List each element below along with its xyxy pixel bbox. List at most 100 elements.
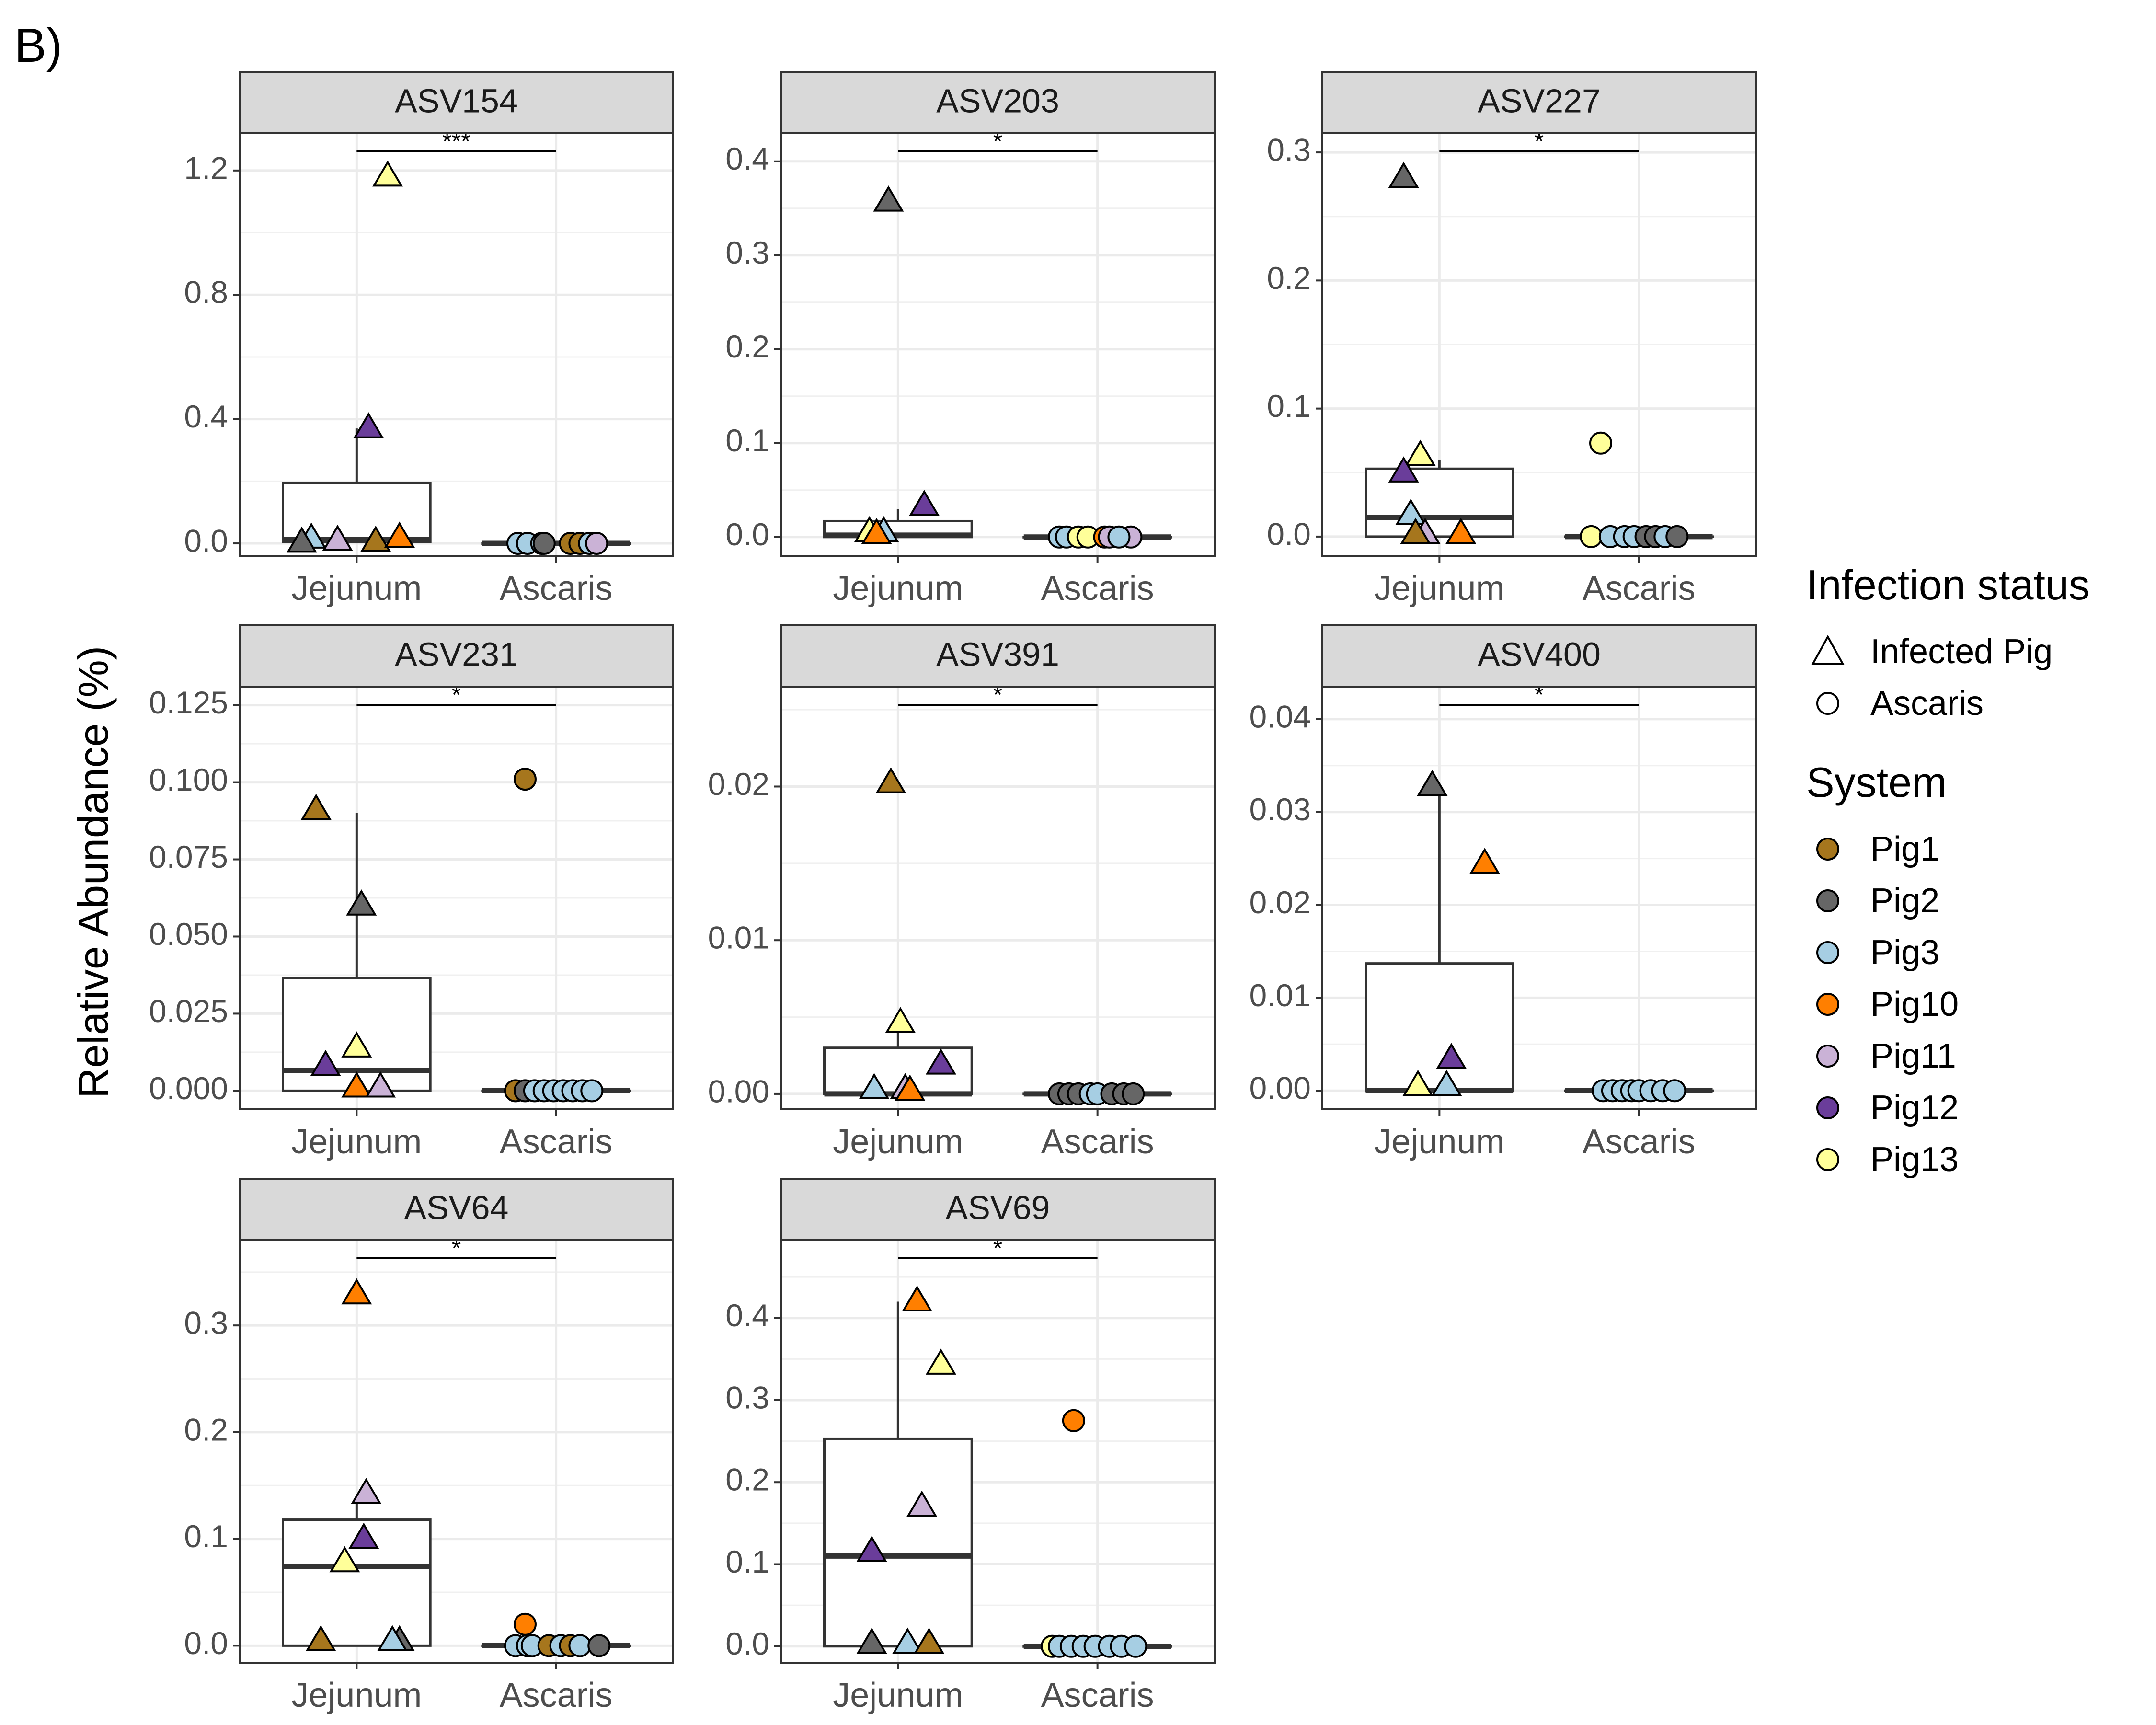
y-tick-label: 0.3 xyxy=(725,1380,769,1415)
y-tick-label: 0.00 xyxy=(1250,1070,1311,1106)
y-tick-label: 0.3 xyxy=(725,235,769,270)
data-point-triangle xyxy=(909,490,940,516)
data-point-triangle xyxy=(906,1490,938,1517)
significance-label: * xyxy=(452,681,461,708)
data-point-triangle xyxy=(902,1285,933,1312)
data-point-triangle xyxy=(310,1049,341,1076)
significance-label: * xyxy=(1535,681,1544,708)
x-tick-label: Ascaris xyxy=(1041,1676,1154,1714)
data-point-triangle xyxy=(348,1522,379,1549)
data-point-triangle xyxy=(1469,848,1500,874)
facet-panel: 0.0 0.1 0.2 0.3 0.4 * ASV203 Jejunum Ascaris xyxy=(725,71,1216,608)
x-tick-label: Jejunum xyxy=(1374,1123,1504,1161)
data-point-triangle xyxy=(322,524,353,551)
data-point-triangle xyxy=(859,1073,890,1099)
facet-strip xyxy=(239,71,674,134)
data-point-triangle xyxy=(895,1074,926,1101)
data-point-triangle xyxy=(286,526,317,553)
data-point-triangle xyxy=(1400,518,1431,544)
plot-background xyxy=(781,687,1215,1109)
y-tick-label: 0.02 xyxy=(1250,885,1311,920)
legend-item-pig2: Pig2 xyxy=(1806,875,2142,927)
legend-item-pig12: Pig12 xyxy=(1806,1082,2142,1134)
swatch-circle-icon xyxy=(1816,993,1839,1016)
facet-title: ASV69 xyxy=(946,1189,1050,1226)
data-point-triangle xyxy=(925,1048,956,1075)
y-tick-label: 0.1 xyxy=(725,1544,769,1579)
data-point-triangle xyxy=(1436,1043,1467,1069)
y-tick-label: 0.0 xyxy=(725,1626,769,1661)
significance-label: * xyxy=(452,1235,461,1262)
data-point-circle xyxy=(1663,1079,1686,1103)
legend-item-pig11: Pig11 xyxy=(1806,1030,2142,1082)
y-tick-label: 0.2 xyxy=(184,1412,228,1447)
data-point-triangle xyxy=(341,1071,372,1098)
legend-label: Pig3 xyxy=(1870,933,1940,972)
y-tick-label: 0.100 xyxy=(149,762,228,797)
y-tick-label: 0.0 xyxy=(184,523,228,558)
plot-background xyxy=(781,133,1215,556)
legend-label: Pig1 xyxy=(1870,830,1940,868)
data-point-triangle xyxy=(341,1278,372,1305)
x-tick-label: Ascaris xyxy=(1041,1123,1154,1161)
facet-panel: 0.0 0.1 0.2 0.3 * ASV227 Jejunum Ascaris xyxy=(1267,71,1757,608)
data-point-triangle xyxy=(925,1348,956,1375)
y-tick-label: 0.2 xyxy=(725,1462,769,1497)
y-tick-label: 0.04 xyxy=(1250,699,1311,734)
data-point-triangle xyxy=(360,525,391,552)
y-axis-title: Relative Abundance (%) xyxy=(69,645,117,1099)
y-tick-label: 0.0 xyxy=(184,1625,228,1661)
data-point-circle xyxy=(513,768,537,791)
y-tick-label: 0.125 xyxy=(149,685,228,720)
facet-strip xyxy=(780,624,1216,688)
y-tick-label: 0.000 xyxy=(149,1070,228,1106)
data-point-triangle xyxy=(329,1546,360,1573)
x-tick-label: Jejunum xyxy=(833,569,963,608)
data-point-triangle xyxy=(1402,1070,1434,1096)
x-tick-label: Ascaris xyxy=(1583,569,1696,608)
data-point-triangle xyxy=(384,521,415,548)
y-tick-label: 0.03 xyxy=(1250,792,1311,827)
y-tick-label: 0.8 xyxy=(184,275,228,310)
legend-label: Infected Pig xyxy=(1870,632,2053,671)
y-tick-label: 0.0 xyxy=(725,517,769,552)
facet-panel: 0.00 0.01 0.02 * ASV391 Jejunum Ascaris xyxy=(708,624,1216,1161)
y-tick-label: 0.01 xyxy=(1250,978,1311,1013)
x-tick-label: Ascaris xyxy=(1041,569,1154,608)
data-point-triangle xyxy=(1388,456,1419,483)
data-point-triangle xyxy=(885,1007,916,1033)
data-point-circle xyxy=(568,1634,592,1657)
data-point-triangle xyxy=(914,1627,945,1654)
y-tick-label: 0.3 xyxy=(184,1305,228,1341)
data-point-circle xyxy=(587,1634,611,1657)
data-point-circle xyxy=(585,532,608,555)
box xyxy=(1365,467,1514,538)
data-point-triangle xyxy=(346,889,377,916)
legend-label: Pig13 xyxy=(1870,1140,1959,1179)
swatch-circle-icon xyxy=(1816,1045,1839,1068)
y-tick-label: 0.00 xyxy=(708,1073,769,1109)
facet-title: ASV391 xyxy=(936,635,1059,673)
x-tick-label: Ascaris xyxy=(500,1676,613,1714)
data-point-circle xyxy=(513,1612,537,1636)
y-tick-label: 0.2 xyxy=(725,329,769,364)
legend-label: Pig12 xyxy=(1870,1089,1959,1127)
legend-label: Ascaris xyxy=(1870,684,1984,723)
x-tick-label: Jejunum xyxy=(291,1676,422,1714)
facet-strip xyxy=(780,71,1216,134)
y-tick-label: 0.050 xyxy=(149,916,228,952)
data-point-triangle xyxy=(300,794,332,820)
facet-panel: 0.0 0.1 0.2 0.3 0.4 * ASV69 Jejunum Ascaris xyxy=(725,1178,1216,1714)
data-point-triangle xyxy=(365,1071,396,1098)
legend-item-pig1: Pig1 xyxy=(1806,823,2142,875)
data-point-triangle xyxy=(1405,439,1436,466)
data-point-triangle xyxy=(856,1627,887,1654)
facet-title: ASV400 xyxy=(1478,635,1601,673)
data-point-triangle xyxy=(875,767,906,794)
facet-panel: 0.00 0.01 0.02 0.03 0.04 * ASV400 Jejunum Ascari… xyxy=(1250,624,1757,1161)
facet-title: ASV154 xyxy=(395,82,518,119)
data-point-triangle xyxy=(1445,518,1477,544)
data-point-circle xyxy=(1122,1082,1145,1105)
x-tick-label: Jejunum xyxy=(833,1676,963,1714)
